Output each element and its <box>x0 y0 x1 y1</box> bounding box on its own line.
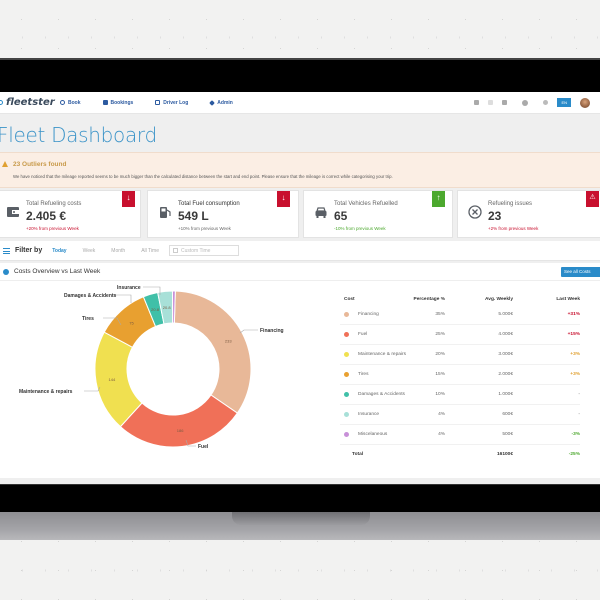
panel-header: Costs Overview vs Last Week See all Cost… <box>0 263 600 281</box>
admin-icon <box>209 99 216 106</box>
leader-line <box>113 294 132 303</box>
table-row: Fuel 25% 4.000€ +15% <box>340 325 580 345</box>
outlier-alert: 23 Outliers found We have noticed that t… <box>0 152 600 188</box>
nav-book[interactable]: Book <box>60 100 81 106</box>
donut-slice-financing[interactable] <box>173 290 252 414</box>
filter-all-time[interactable]: All Time <box>141 247 159 254</box>
category-icon <box>344 412 349 417</box>
table-row: Damages & Accidents 10% 1.000€ - <box>340 385 580 405</box>
costs-table: Cost Percentage % Avg. Weekly Last Week … <box>340 293 580 463</box>
nav-bookings[interactable]: Bookings <box>102 100 133 106</box>
page-title: Fleet Dashboard <box>0 123 157 147</box>
table-row: Insurance 4% 600€ - <box>340 405 580 425</box>
table-header: Cost Percentage % Avg. Weekly Last Week <box>344 296 580 302</box>
donut-svg: 233 186 144 75 20.8 20.8 <box>84 286 258 448</box>
category-icon <box>344 432 349 437</box>
filter-month[interactable]: Month <box>111 247 126 254</box>
card-vehicles-refuelled[interactable]: Total Vehicles Refuelled 65 -10% from pr… <box>303 190 453 238</box>
label-fuel: Fuel <box>198 444 209 450</box>
bookings-icon <box>102 100 108 105</box>
logbook-icon <box>155 100 161 105</box>
see-all-costs-button[interactable]: See all Costs <box>561 267 600 277</box>
filter-week[interactable]: Week <box>82 247 96 254</box>
wallet-icon <box>7 207 19 217</box>
panel-title: Costs Overview vs Last Week <box>14 268 101 275</box>
kpi-cards: Total Refueling costs 2.405 € +20% from … <box>0 190 600 238</box>
bell-icon[interactable] <box>474 100 480 105</box>
label-maintenance: Maintenance & repairs <box>19 389 73 395</box>
laptop-screen: fleetster Book Bookings Driver Log Admin… <box>0 92 600 484</box>
leader-line <box>143 286 161 295</box>
trend-down-icon: ↓ <box>122 191 135 207</box>
calendar-icon <box>172 248 178 253</box>
fleetster-logo[interactable]: fleetster <box>0 97 60 108</box>
leader-line <box>239 329 258 334</box>
card-refueling-costs[interactable]: Total Refueling costs 2.405 € +20% from … <box>0 190 141 238</box>
category-icon <box>344 372 349 377</box>
language-button[interactable]: EN <box>557 98 571 107</box>
slice-value-label: 20.8 <box>163 305 172 310</box>
trend-down-icon: ↓ <box>277 191 290 207</box>
label-damages: Damages & Accidents <box>64 293 117 299</box>
phone-icon[interactable] <box>488 100 494 105</box>
table-total-row: Total 16100€ -25% <box>352 451 580 457</box>
warning-icon <box>2 161 8 167</box>
nav-admin[interactable]: Admin <box>209 99 233 106</box>
costs-donut-chart: 233 186 144 75 20.8 20.8 Insurance Damages & … <box>0 281 330 478</box>
slice-value-label: 233 <box>225 338 232 343</box>
calendar-icon <box>60 100 65 105</box>
leader-line <box>185 439 196 447</box>
laptop-bezel-bottom <box>0 484 600 512</box>
table-row: Financing 35% 5.000€ +31% <box>340 305 580 325</box>
alert-text: We have noticed that the mileage reporte… <box>13 174 393 179</box>
chart-icon <box>3 269 9 275</box>
donut-slice-miscelaneous[interactable] <box>171 290 176 324</box>
trend-up-icon: ↑ <box>432 191 445 207</box>
category-icon <box>344 392 349 397</box>
category-icon <box>344 312 349 317</box>
alert-title: 23 Outliers found <box>13 161 67 168</box>
donut-slice-fuel[interactable] <box>119 394 239 448</box>
slice-value-label: 20.8 <box>151 307 160 312</box>
category-icon <box>344 352 349 357</box>
table-body: Financing 35% 5.000€ +31% Fuel 25% 4.000€ +15% M… <box>340 305 580 445</box>
briefcase-icon[interactable] <box>502 100 508 105</box>
nav-driver-log[interactable]: Driver Log <box>155 100 188 106</box>
costs-overview-panel: Costs Overview vs Last Week See all Cost… <box>0 263 600 478</box>
label-financing: Financing <box>260 328 284 334</box>
table-row: Maintenance & repairs 20% 3.000€ +3% <box>340 345 580 365</box>
fuel-pump-icon <box>160 207 171 218</box>
leader-line <box>103 317 122 326</box>
card-fuel-consumption[interactable]: Total Fuel consumption 549 L +10% from p… <box>147 190 299 238</box>
navbar-right: EN <box>474 97 590 108</box>
warning-icon: ⚠ <box>586 191 599 207</box>
top-navbar: fleetster Book Bookings Driver Log Admin… <box>0 92 600 114</box>
label-insurance: Insurance <box>117 285 141 291</box>
category-icon <box>344 332 349 337</box>
x-circle-icon <box>468 205 482 219</box>
slice-value-label: 75 <box>129 320 134 325</box>
slice-value-label: 186 <box>177 428 184 433</box>
car-icon <box>315 207 327 218</box>
globe-icon[interactable] <box>543 100 549 105</box>
filter-label: Filter by <box>15 247 43 254</box>
filter-bar: Filter by Today Week Month All Time Cust… <box>0 241 600 261</box>
label-tires: Tires <box>82 316 94 322</box>
avatar[interactable] <box>580 97 590 108</box>
custom-time-input[interactable]: Custom Time <box>168 245 239 256</box>
filter-icon <box>3 247 10 254</box>
leader-line <box>84 386 101 392</box>
help-icon[interactable] <box>522 99 529 106</box>
slice-value-label: 144 <box>109 377 116 382</box>
table-row: Tires 15% 2.000€ +3% <box>340 365 580 385</box>
filter-today[interactable]: Today <box>52 247 67 254</box>
table-row: Miscelaneous 4% 500€ -3% <box>340 425 580 445</box>
logo-icon <box>0 100 3 105</box>
card-refueling-issues[interactable]: Refueling issues 23 +2% from previous We… <box>457 190 600 238</box>
laptop-notch <box>232 512 370 525</box>
laptop-bezel-top <box>0 58 600 92</box>
